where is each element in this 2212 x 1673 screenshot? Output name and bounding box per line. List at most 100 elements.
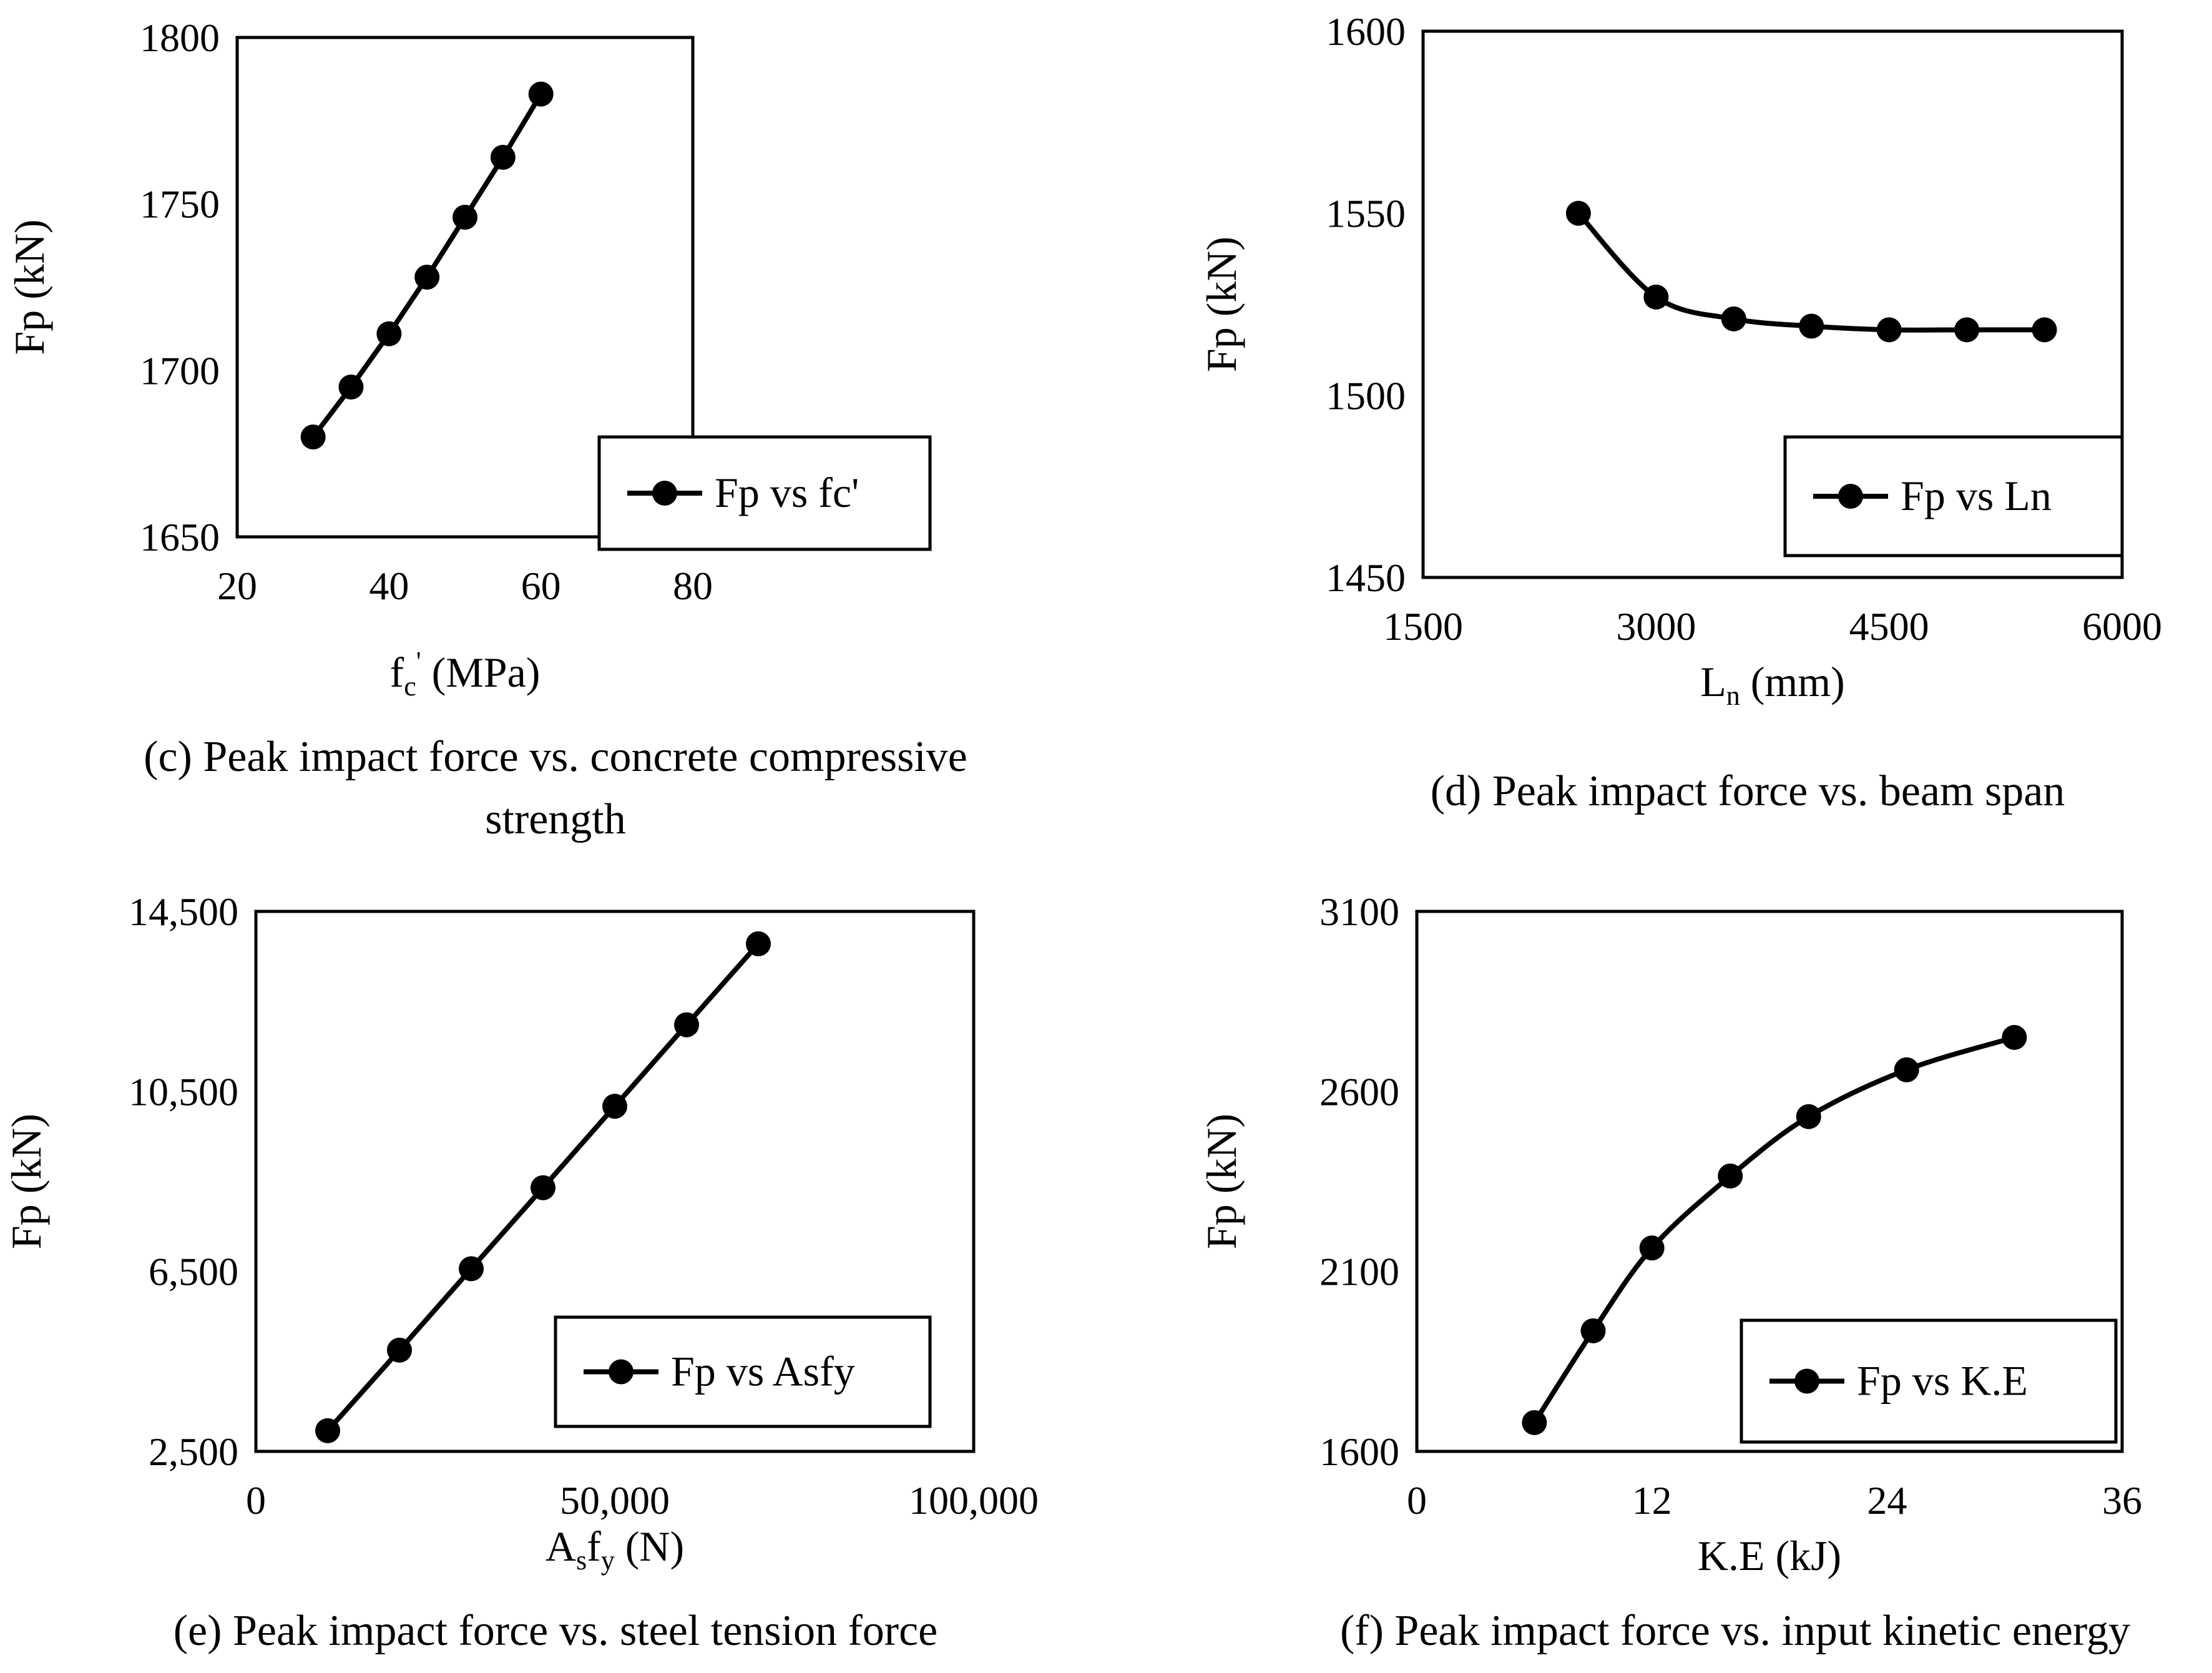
y-tick-label: 10,500	[129, 1069, 238, 1114]
y-axis-title: Fp (kN)	[1198, 1114, 1245, 1249]
y-axis-title: Fp (kN)	[6, 219, 53, 355]
x-tick-label: 0	[1407, 1478, 1427, 1523]
x-title-unit: (MPa)	[421, 649, 541, 696]
x-title-main: A	[546, 1523, 576, 1570]
y-tick-label: 6,500	[149, 1250, 238, 1294]
data-point	[1796, 1104, 1821, 1129]
plot-frame	[1415, 910, 2124, 1453]
x-title-sub: s	[576, 1545, 587, 1576]
data-point	[1718, 1163, 1743, 1189]
data-point	[338, 375, 364, 400]
caption-e: (e) Peak impact force vs. steel tension …	[174, 1607, 938, 1655]
series-line	[1575, 210, 2047, 333]
x-title-sub: c	[404, 671, 416, 702]
x-tick-label: 36	[2102, 1478, 2142, 1523]
x-tick-label: 3000	[1616, 604, 1696, 649]
data-point	[453, 205, 477, 230]
data-point	[387, 1337, 412, 1363]
legend-marker	[652, 481, 677, 506]
y-tick-label: 1650	[140, 515, 220, 559]
data-point	[1954, 317, 1980, 343]
x-tick-label: 60	[521, 564, 561, 608]
data-point	[1799, 313, 1824, 339]
y-tick-label: 2,500	[149, 1430, 238, 1474]
data-point	[1639, 1235, 1665, 1261]
legend: Fp vs Asfy	[554, 1315, 932, 1428]
data-point	[528, 81, 554, 107]
chart-f: 1600 2100 2600 3100 0 12 24 36 Fp (kN) K.E (kJ) Fp…	[1198, 890, 2142, 1579]
x-title-main: f	[390, 649, 404, 696]
legend-marker	[1794, 1368, 1819, 1394]
y-tick-label: 1600	[1319, 1430, 1399, 1474]
y-tick-label: 2100	[1319, 1250, 1399, 1294]
x-title-main2: f	[587, 1523, 601, 1570]
legend-marker	[609, 1359, 634, 1385]
y-tick-label: 1450	[1326, 556, 1406, 600]
y-tick-label: 1500	[1326, 373, 1406, 418]
x-tick-label: 80	[673, 564, 713, 608]
legend-box	[554, 1315, 932, 1428]
y-tick-label: 1700	[140, 348, 220, 393]
y-tick-label: 1600	[1326, 9, 1406, 54]
y-axis-title: Fp (kN)	[2, 1114, 50, 1249]
legend: Fp vs fc'	[597, 435, 932, 551]
data-point	[1565, 200, 1591, 226]
caption-c: strength	[485, 795, 626, 843]
legend-label: Fp vs fc'	[715, 469, 859, 516]
chart-c: 1650 1700 1750 1800 20 40 60 80 Fp (kN) fc' (MPa)…	[6, 16, 932, 702]
y-tick-label: 3100	[1319, 890, 1399, 934]
x-axis-title: fc' (MPa)	[390, 646, 541, 702]
x-tick-label: 1500	[1383, 604, 1463, 649]
x-title-main: L	[1700, 658, 1726, 705]
y-tick-label: 2600	[1319, 1069, 1399, 1114]
x-title-sup: '	[416, 646, 421, 677]
data-point	[1894, 1057, 1919, 1082]
y-tick-label: 1800	[140, 16, 220, 60]
data-point	[376, 321, 402, 346]
legend-marker	[1838, 484, 1863, 509]
x-tick-label: 40	[369, 564, 409, 608]
y-tick-label: 1550	[1326, 192, 1406, 236]
data-point	[459, 1256, 484, 1282]
x-tick-label: 6000	[2082, 604, 2162, 649]
data-point	[1522, 1410, 1547, 1435]
data-point	[490, 145, 516, 170]
caption-d: (d) Peak impact force vs. beam span	[1431, 767, 2065, 815]
x-title-sub2: y	[601, 1545, 615, 1576]
data-point	[315, 1418, 340, 1443]
data-point	[2002, 1024, 2027, 1050]
caption-f: (f) Peak impact force vs. input kinetic …	[1340, 1607, 2130, 1655]
x-title-main: K.E (kJ)	[1698, 1532, 1841, 1579]
legend-label: Fp vs Ln	[1901, 472, 2052, 519]
x-title-unit: (mm)	[1740, 658, 1845, 705]
data-point	[2032, 317, 2057, 343]
data-point	[602, 1094, 627, 1119]
x-tick-label: 100,000	[909, 1478, 1039, 1523]
x-tick-label: 20	[217, 564, 257, 608]
legend-box	[597, 435, 932, 551]
data-point	[300, 424, 326, 449]
data-point	[1721, 306, 1746, 331]
data-point	[1580, 1318, 1606, 1343]
x-tick-label: 4500	[1849, 604, 1929, 649]
y-tick-label: 1750	[140, 182, 220, 227]
x-axis-title: Asfy (N)	[546, 1523, 684, 1576]
data-point	[674, 1012, 699, 1038]
x-axis-title: Ln (mm)	[1700, 658, 1845, 711]
x-tick-label: 0	[246, 1478, 266, 1523]
x-tick-label: 12	[1632, 1478, 1672, 1523]
legend-label: Fp vs K.E	[1857, 1357, 2028, 1405]
y-axis-title: Fp (kN)	[1198, 237, 1245, 372]
data-point	[531, 1175, 555, 1200]
data-point	[1876, 317, 1902, 343]
data-point	[1643, 284, 1669, 310]
data-point	[414, 265, 440, 290]
chart-e: 2,500 6,500 10,500 14,500 0 50,000 100,000 Fp (…	[2, 890, 1039, 1576]
x-title-sub: n	[1726, 680, 1740, 711]
legend-label: Fp vs Asfy	[671, 1348, 855, 1395]
x-tick-label: 50,000	[560, 1478, 670, 1523]
legend: Fp vs Ln	[1783, 435, 2124, 557]
x-axis-title: K.E (kJ)	[1698, 1532, 1841, 1579]
